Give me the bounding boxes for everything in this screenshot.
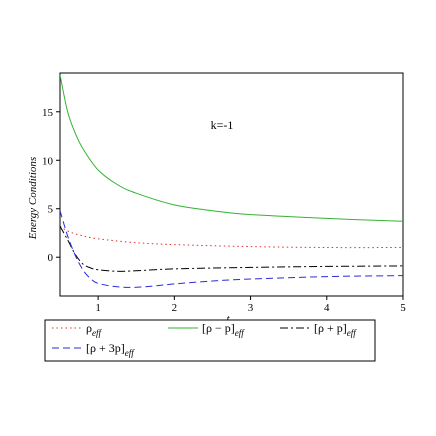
x-axis-title: t [226, 313, 230, 325]
plot-frame [59, 72, 404, 297]
x-tick-label: 4 [324, 302, 330, 314]
x-tick-label: 3 [248, 302, 254, 314]
y-tick-label: 15 [42, 107, 54, 119]
axis-ticks: 1 2 3 4 5 0 5 10 15 [42, 107, 406, 314]
series-line-3 [60, 225, 403, 272]
x-tick-label: 2 [172, 302, 178, 314]
series-curves [60, 74, 403, 288]
y-axis-title: Energy Conditions [27, 157, 39, 240]
x-tick-label: 5 [400, 302, 406, 314]
legend-label-1: ρeff [86, 321, 102, 338]
plot-border [59, 72, 404, 297]
x-tick-label: 1 [95, 302, 101, 314]
legend-label-3: [ρ + p]eff [314, 321, 357, 338]
legend-label-2: [ρ − p]eff [202, 321, 245, 338]
y-tick-label: 0 [48, 252, 54, 264]
legend-label-4: [ρ + 3p]eff [86, 341, 135, 358]
y-tick-label: 5 [48, 204, 54, 216]
series-line-2 [60, 74, 403, 222]
k-annotation: k=-1 [211, 118, 234, 132]
legend-box [44, 319, 376, 362]
legend: ρeff [ρ − p]eff [ρ + p]eff [ρ + 3p]eff [44, 319, 376, 362]
series-line-1 [60, 225, 403, 249]
series-line-4 [60, 210, 403, 288]
y-tick-label: 10 [42, 155, 54, 167]
